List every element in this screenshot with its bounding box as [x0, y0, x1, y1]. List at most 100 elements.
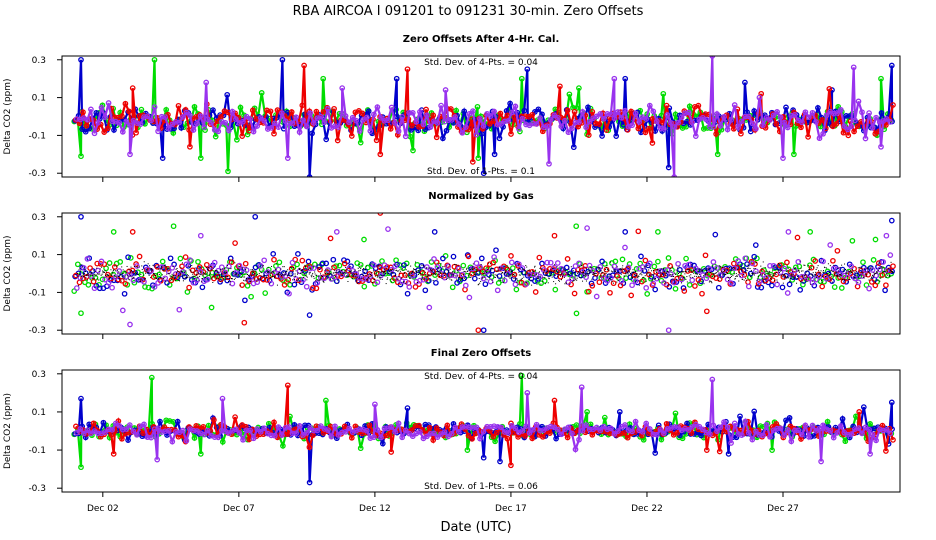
data-dot	[622, 265, 624, 267]
data-dot	[705, 273, 707, 275]
data-dot	[141, 265, 143, 267]
data-dot	[827, 279, 829, 281]
data-point	[313, 285, 320, 292]
data-point	[547, 259, 554, 266]
data-point	[224, 91, 231, 98]
data-dot	[208, 273, 210, 275]
data-dot	[236, 272, 238, 274]
data-dot	[195, 270, 197, 272]
data-dot	[840, 273, 842, 275]
data-dot	[108, 264, 110, 266]
data-dot	[534, 265, 536, 267]
data-dot	[357, 267, 359, 269]
data-dot	[563, 269, 565, 271]
data-dot	[653, 273, 655, 275]
data-point	[742, 418, 749, 425]
data-point	[125, 254, 131, 261]
data-dot	[241, 274, 243, 276]
data-point	[162, 428, 169, 435]
data-dot	[321, 267, 323, 269]
data-dot	[746, 270, 748, 272]
data-dot	[622, 271, 624, 273]
data-point	[661, 280, 667, 286]
data-dot	[596, 266, 598, 268]
data-dot	[365, 268, 367, 270]
data-point	[105, 279, 112, 286]
data-dot	[855, 270, 857, 272]
data-dot	[524, 273, 526, 275]
data-dot	[657, 268, 659, 270]
data-point	[199, 284, 206, 291]
data-point	[445, 117, 452, 124]
data-point	[478, 131, 485, 137]
y-tick-label: -0.3	[28, 169, 46, 179]
data-dot	[85, 274, 87, 276]
data-point	[196, 264, 203, 270]
data-point	[809, 279, 816, 286]
data-dot	[87, 273, 89, 275]
data-point	[119, 277, 125, 284]
data-point	[490, 433, 497, 440]
data-dot	[317, 266, 319, 268]
data-dot	[738, 280, 740, 282]
data-point	[751, 253, 758, 260]
data-dot	[364, 269, 366, 271]
data-dot	[603, 278, 605, 280]
data-dot	[535, 269, 537, 271]
data-dot	[351, 273, 353, 275]
data-dot	[96, 278, 98, 280]
data-point	[639, 278, 645, 285]
data-dot	[891, 271, 893, 273]
data-dot	[692, 276, 694, 278]
data-dot	[236, 268, 238, 270]
data-point	[583, 274, 589, 281]
data-point	[657, 125, 664, 132]
data-dot	[551, 272, 553, 274]
data-dot	[501, 272, 503, 274]
data-dot	[713, 273, 715, 275]
data-dot	[269, 283, 271, 285]
data-point	[862, 135, 869, 142]
data-dot	[736, 275, 738, 277]
data-point	[585, 104, 591, 111]
data-point	[631, 272, 638, 279]
data-dot	[90, 282, 92, 284]
data-point	[419, 270, 426, 276]
data-point	[867, 451, 873, 457]
data-dot	[321, 276, 323, 278]
data-dot	[228, 277, 230, 279]
data-point	[703, 116, 710, 123]
data-dot	[547, 282, 549, 284]
data-point	[615, 109, 621, 115]
data-dot	[743, 279, 745, 281]
data-dot	[337, 279, 339, 281]
data-dot	[510, 276, 512, 278]
data-dot	[531, 284, 533, 286]
data-point	[180, 114, 186, 120]
data-point	[470, 108, 476, 114]
data-dot	[404, 274, 406, 276]
data-point	[323, 260, 330, 267]
data-point	[521, 107, 528, 114]
data-dot	[647, 271, 649, 273]
data-point	[599, 258, 605, 265]
data-dot	[383, 271, 385, 273]
data-dot	[459, 277, 461, 279]
data-dot	[508, 267, 510, 269]
series-gas-4	[73, 56, 894, 177]
data-dot	[358, 263, 360, 265]
data-dot	[851, 271, 853, 273]
data-dot	[85, 277, 87, 279]
data-dot	[286, 270, 288, 272]
data-point	[508, 109, 515, 116]
data-point	[629, 122, 635, 129]
data-dot	[335, 272, 337, 274]
data-point	[462, 282, 469, 289]
data-dot	[412, 270, 414, 272]
data-point	[547, 430, 553, 436]
data-point	[866, 110, 872, 116]
data-dot	[599, 267, 601, 269]
data-dot	[161, 266, 163, 268]
data-dot	[632, 272, 634, 274]
data-dot	[539, 267, 541, 269]
